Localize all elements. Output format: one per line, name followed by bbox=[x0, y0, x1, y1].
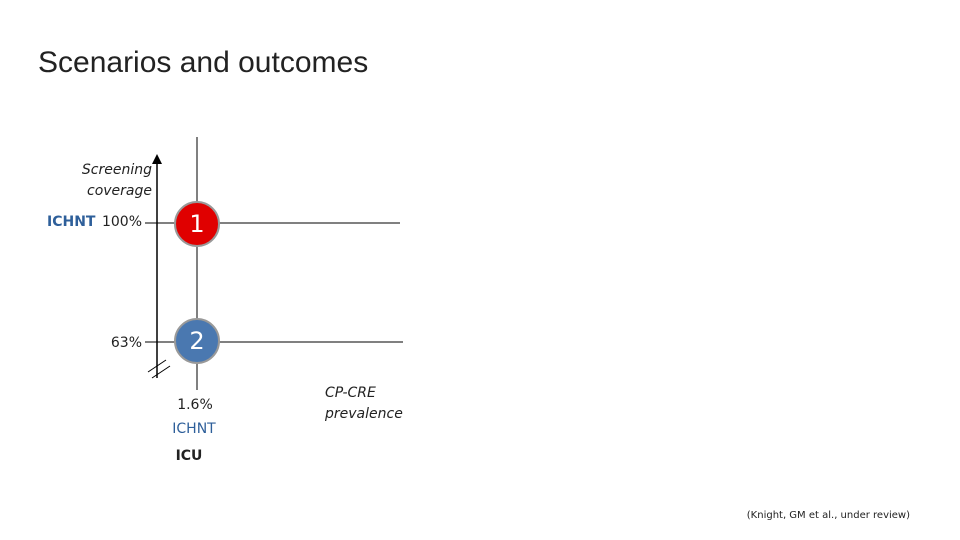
node-label: 2 bbox=[189, 327, 204, 355]
scenario-node bbox=[174, 318, 220, 364]
y-axis-label: coverage bbox=[87, 183, 152, 199]
node-label: 1 bbox=[189, 210, 204, 238]
level-label: 63% bbox=[111, 335, 142, 351]
x-axis-label: CP-CRE bbox=[325, 385, 376, 401]
scenario-node bbox=[174, 201, 220, 247]
y-axis-arrow bbox=[152, 154, 162, 164]
site-label: ICU bbox=[176, 448, 203, 464]
level-label: 100% bbox=[102, 214, 142, 230]
citation: (Knight, GM et al., under review) bbox=[747, 510, 910, 521]
site-label: ICHNT bbox=[172, 421, 216, 437]
x-axis-label: prevalence bbox=[324, 406, 403, 422]
slide-title: Scenarios and outcomes bbox=[38, 46, 368, 79]
axis-break bbox=[147, 359, 167, 373]
site-label: ICHNT bbox=[47, 214, 96, 230]
axis-break bbox=[151, 365, 171, 379]
y-axis-label: Screening bbox=[82, 162, 152, 178]
level-label: 1.6% bbox=[177, 397, 213, 413]
